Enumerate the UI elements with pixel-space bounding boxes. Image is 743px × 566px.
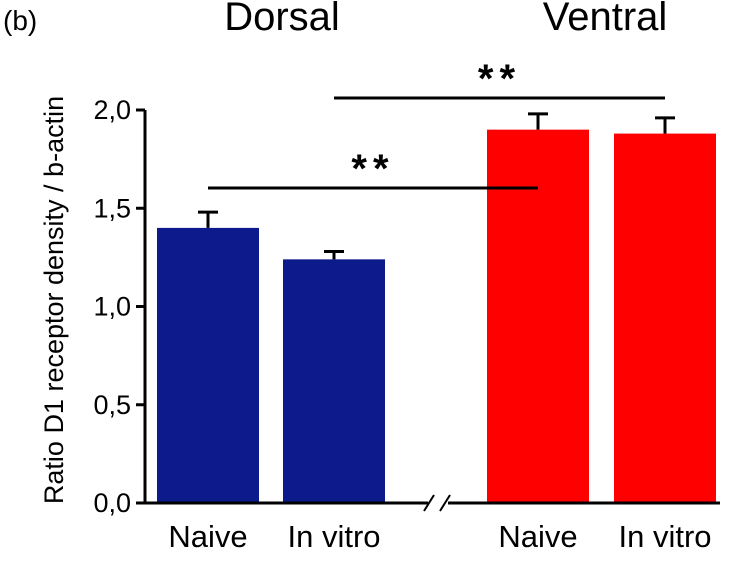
group-label-ventral: Ventral (543, 0, 668, 39)
bar-0 (157, 227, 259, 503)
y-tick-label: 1,0 (93, 292, 131, 322)
y-axis-label: Ratio D1 receptor density / b-actin (39, 96, 69, 504)
y-tick-label: 2,0 (93, 95, 131, 125)
category-label: In vitro (618, 519, 711, 554)
category-label: In vitro (287, 519, 380, 554)
category-label: Naive (498, 519, 577, 554)
category-label: Naive (168, 519, 247, 554)
axis-break-mark (423, 494, 435, 512)
significance-label: ** (351, 147, 394, 191)
group-label-dorsal: Dorsal (224, 0, 340, 39)
panel-label: (b) (3, 5, 37, 36)
y-tick-label: 0,0 (93, 488, 131, 518)
significance-label: ** (478, 57, 521, 101)
bar-1 (283, 259, 385, 503)
bar-2 (487, 129, 589, 503)
plot-area: 0,0 0,5 1,0 1,5 2,0 Naive In vitro Naive In vitr… (93, 57, 720, 554)
bar-3 (614, 133, 716, 503)
y-tick-label: 1,5 (93, 193, 131, 223)
y-tick-label: 0,5 (93, 390, 131, 420)
axis-break-mark (439, 494, 451, 512)
